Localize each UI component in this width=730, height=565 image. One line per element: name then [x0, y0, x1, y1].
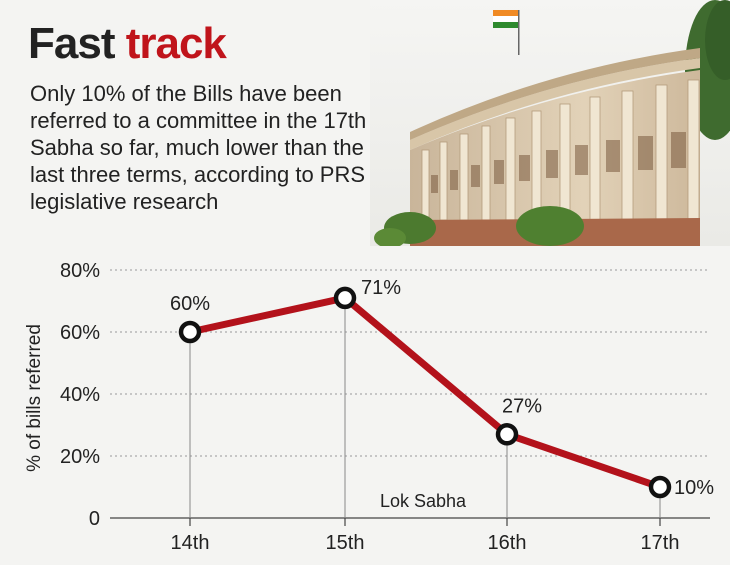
data-label: 60% — [170, 293, 210, 315]
y-tick-label: 0 — [89, 508, 100, 530]
data-label: 27% — [502, 395, 542, 417]
y-tick-label: 60% — [60, 322, 100, 344]
x-tick-label: 16th — [488, 532, 527, 554]
y-axis-label: % of bills referred — [24, 324, 45, 472]
data-point — [648, 475, 672, 499]
x-axis-label: Lok Sabha — [380, 491, 467, 511]
parliament-building-photo — [370, 0, 730, 246]
data-label: 10% — [674, 477, 714, 499]
data-point — [333, 286, 357, 310]
x-tick-labels: 14th 15th 16th 17th — [171, 532, 680, 554]
series — [178, 286, 672, 499]
grid-lines — [110, 269, 710, 457]
y-tick-label: 40% — [60, 384, 100, 406]
title-part-2: track — [125, 19, 227, 68]
x-tick-label: 15th — [326, 532, 365, 554]
drop-lines — [189, 297, 661, 518]
page-title: Fast track — [28, 19, 227, 68]
y-tick-labels: 0 20% 40% 60% 80% — [60, 260, 100, 530]
y-tick-label: 80% — [60, 260, 100, 282]
data-point — [495, 423, 519, 446]
axes — [110, 517, 710, 526]
subtitle: Only 10% of the Bills have been referred… — [30, 81, 408, 214]
data-point — [178, 320, 202, 344]
x-tick-label: 14th — [171, 532, 210, 554]
data-label: 71% — [361, 277, 401, 299]
data-labels: 60% 71% 27% 10% — [170, 277, 714, 499]
y-tick-label: 20% — [60, 446, 100, 468]
series-line — [189, 294, 662, 491]
x-tick-label: 17th — [641, 532, 680, 554]
title-part-1: Fast — [28, 19, 115, 68]
